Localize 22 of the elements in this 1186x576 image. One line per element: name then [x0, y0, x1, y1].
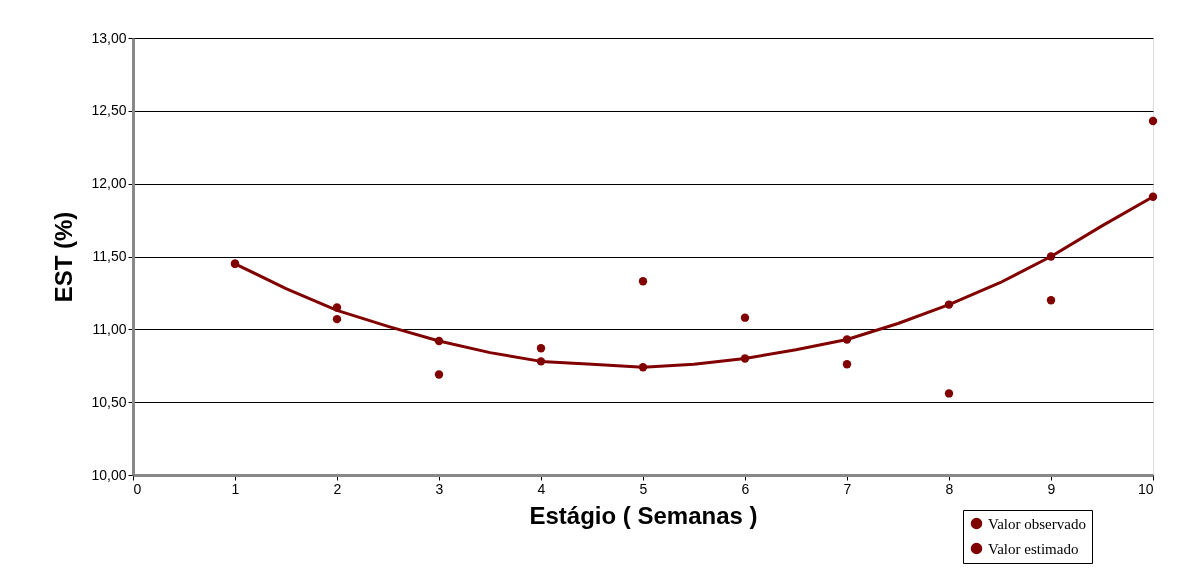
y-tick-label: 13,00 [91, 29, 127, 46]
x-tick-label: 7 [843, 480, 852, 497]
x-tick-label: 1 [231, 480, 240, 497]
legend-label: Valor observado [988, 515, 1086, 532]
y-tick-label: 12,50 [91, 102, 127, 119]
y-tick-label: 10,50 [91, 393, 127, 410]
y-axis-title: EST (%) [50, 211, 78, 303]
y-tick-label: 11,00 [92, 320, 127, 337]
x-tick-label: 4 [537, 480, 546, 497]
x-tick-label: 10 [1137, 480, 1154, 497]
x-tick-label: 2 [333, 480, 342, 497]
x-tick-label: 9 [1047, 480, 1056, 497]
legend-label: Valor estimado [988, 540, 1079, 557]
y-tick-label: 11,50 [92, 248, 127, 264]
y-tick-label: 10,00 [91, 466, 127, 483]
x-tick-label: 3 [435, 480, 444, 497]
x-tick-label: 6 [741, 480, 750, 497]
x-tick-label: 0 [133, 480, 142, 497]
y-tick-label: 12,00 [91, 175, 127, 192]
x-axis-title: Estágio ( Semanas ) [529, 501, 758, 529]
x-tick-label: 5 [639, 480, 648, 497]
x-tick-label: 8 [945, 480, 954, 497]
